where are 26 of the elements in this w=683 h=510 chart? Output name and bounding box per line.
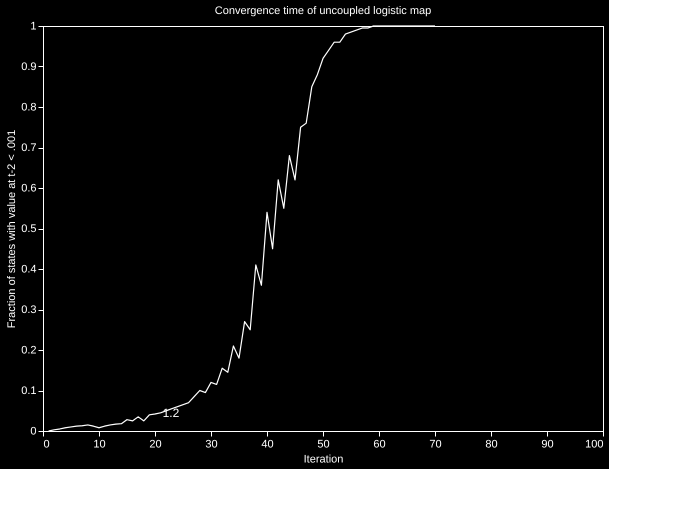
y-tick-label: 0.3 (21, 304, 36, 316)
x-tick-label: 90 (541, 438, 554, 450)
y-tick-label: 0.6 (21, 182, 36, 194)
x-tick-label: 60 (373, 438, 386, 450)
y-tick-label: 0.8 (21, 102, 36, 114)
x-tick-label: 10 (93, 438, 106, 450)
y-tick-label: 0.5 (21, 223, 36, 235)
x-axis-title: Iteration (304, 454, 344, 466)
x-tick-label: 100 (585, 438, 604, 450)
x-tick-label: 40 (261, 438, 274, 450)
y-tick-label: 0 (30, 426, 36, 438)
y-axis-title: Fraction of states with value at t-2 < .001 (6, 130, 18, 328)
y-tick-label: 1 (30, 20, 36, 32)
y-tick-label: 0.1 (21, 385, 36, 397)
y-tick-label: 0.7 (21, 142, 36, 154)
x-tick-label: 30 (205, 438, 218, 450)
x-tick-label: 20 (149, 438, 162, 450)
chart-title: Convergence time of uncoupled logistic map (214, 5, 432, 17)
y-tick-label: 0.4 (21, 264, 36, 276)
x-tick-label: 50 (317, 438, 330, 450)
x-tick-label: 70 (429, 438, 442, 450)
y-tick-label: 0.2 (21, 344, 36, 356)
annotation: 1.2 (162, 406, 180, 420)
x-tick-label: 0 (44, 438, 50, 450)
x-tick-label: 80 (485, 438, 498, 450)
y-tick-label: 0.9 (21, 61, 36, 73)
